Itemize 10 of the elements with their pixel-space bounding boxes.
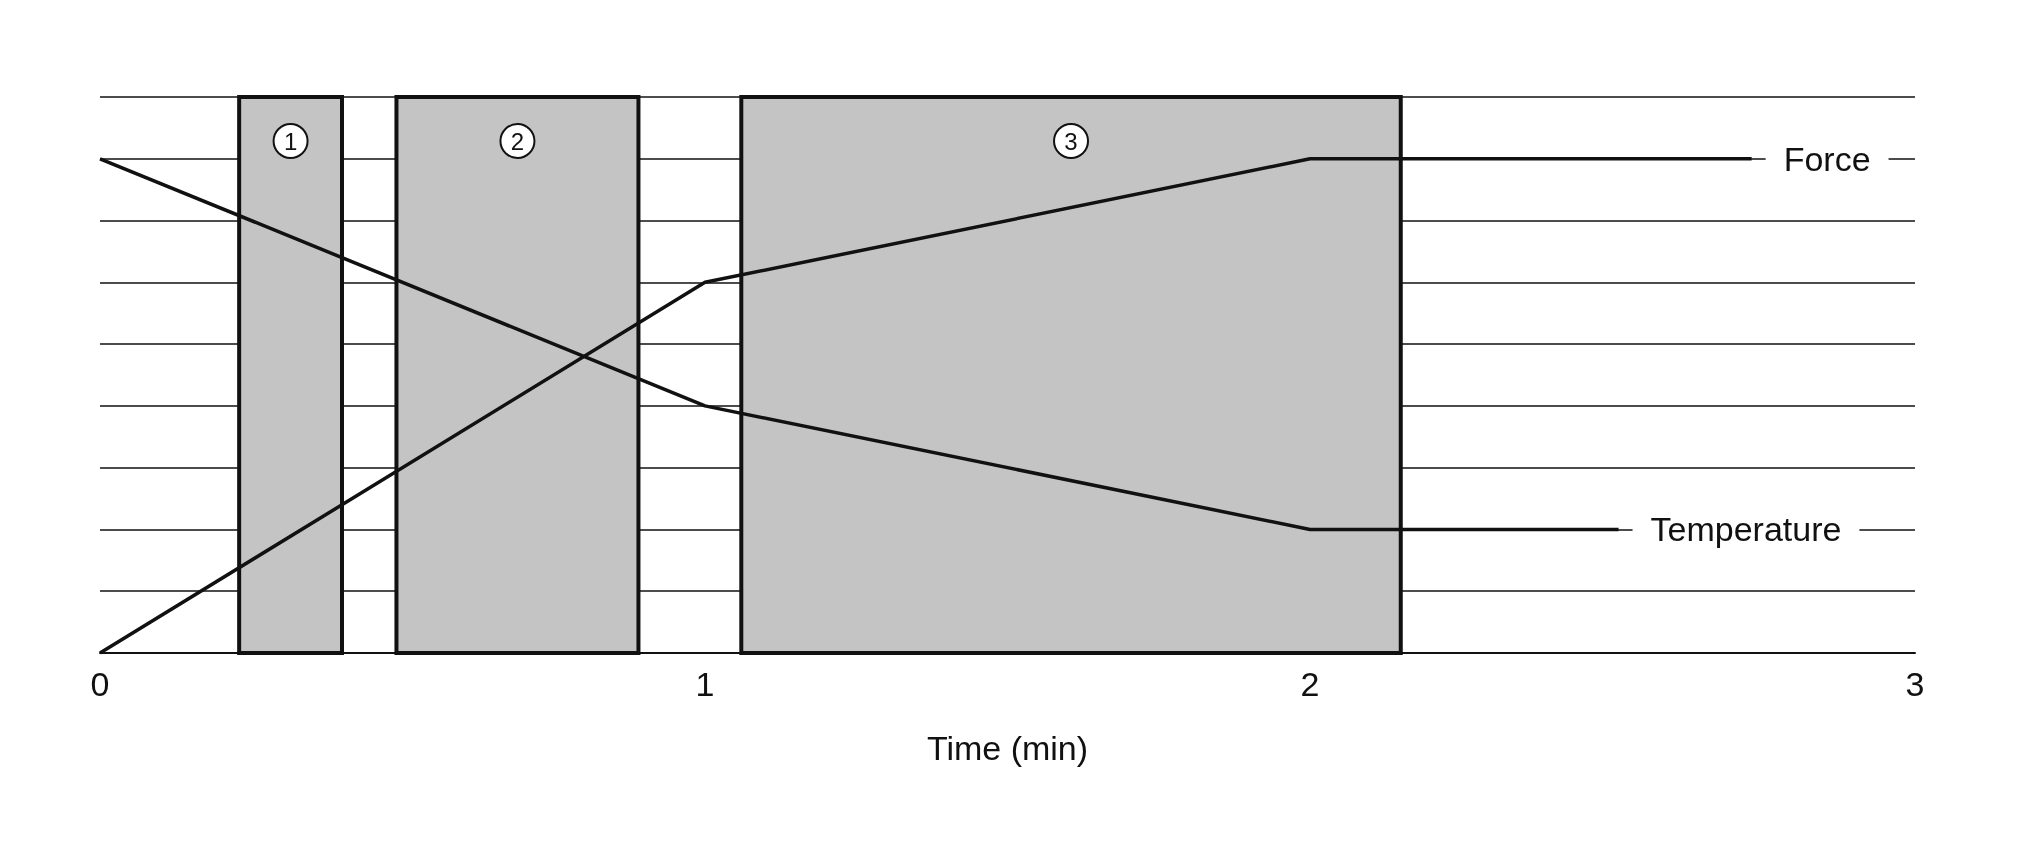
x-tick-label: 3 xyxy=(1905,665,1925,703)
band-label: 3 xyxy=(1064,127,1078,155)
band-label: 2 xyxy=(510,127,525,155)
series-label: Temperature xyxy=(1650,510,1842,549)
x-tick-label: 0 xyxy=(90,665,110,703)
x-tick-label: 2 xyxy=(1300,665,1320,703)
series-label: Force xyxy=(1783,139,1871,178)
x-axis-title: Time (min) xyxy=(926,729,1089,767)
x-tick-label: 1 xyxy=(695,665,715,703)
band-label: 1 xyxy=(283,127,298,155)
